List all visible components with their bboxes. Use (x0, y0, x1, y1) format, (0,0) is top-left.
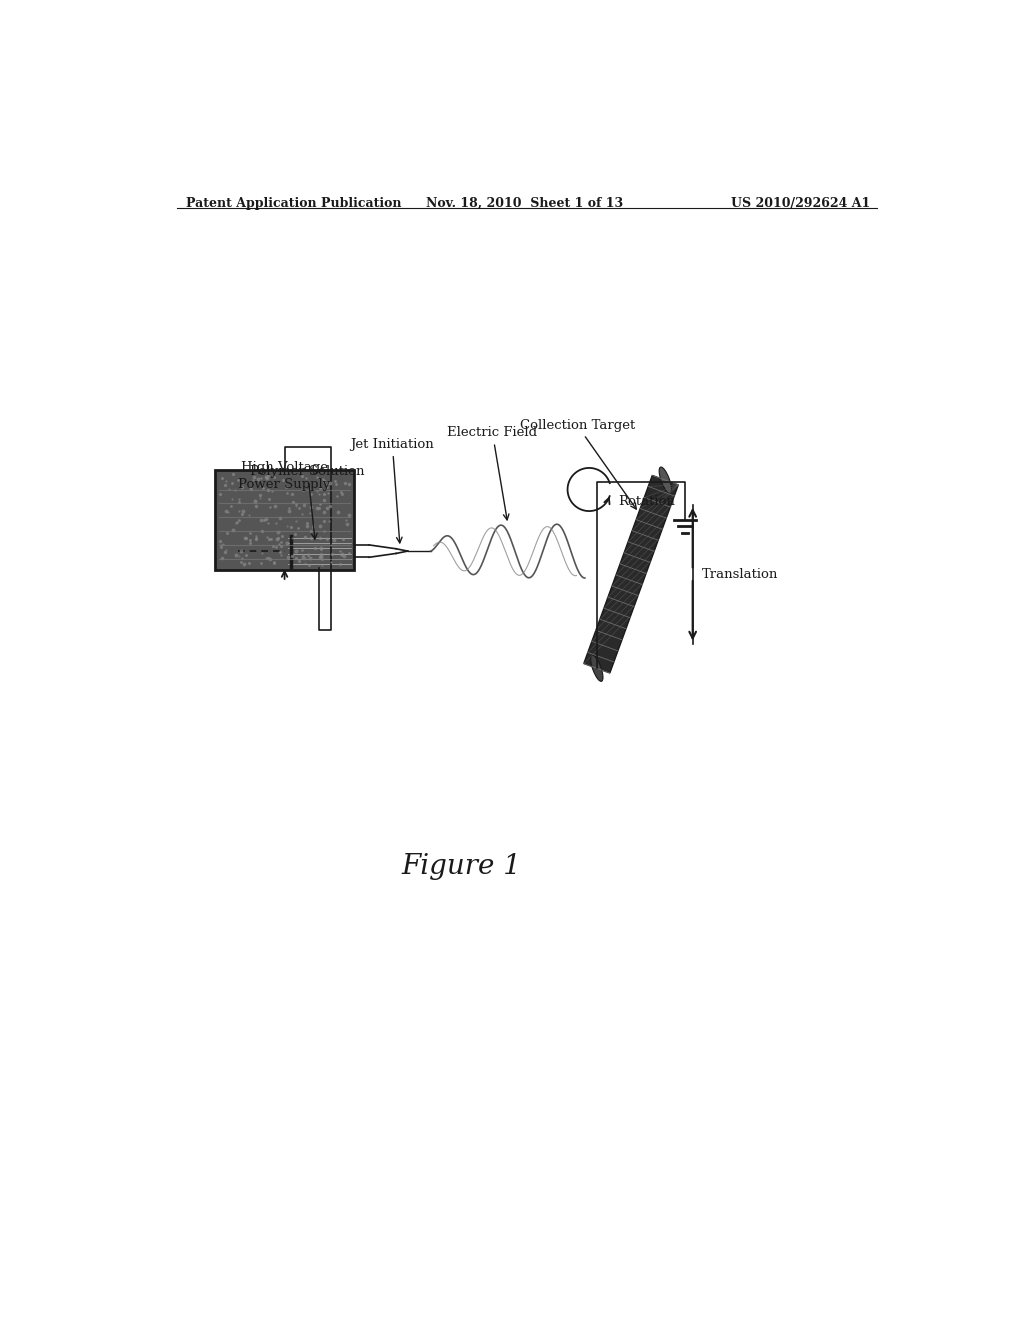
Text: US 2010/292624 A1: US 2010/292624 A1 (730, 197, 869, 210)
Polygon shape (584, 475, 678, 673)
Text: Figure 1: Figure 1 (401, 854, 521, 880)
Bar (285, 535, 354, 568)
Ellipse shape (591, 655, 603, 681)
Ellipse shape (659, 467, 672, 494)
Text: High Voltage
Power Supply: High Voltage Power Supply (239, 461, 331, 491)
Text: Collection Target: Collection Target (519, 418, 636, 510)
Text: Patent Application Publication: Patent Application Publication (186, 197, 401, 210)
Text: Rotation: Rotation (618, 495, 675, 508)
FancyBboxPatch shape (215, 470, 354, 570)
Text: Polymer Solution: Polymer Solution (251, 465, 365, 539)
Text: Jet Initiation: Jet Initiation (350, 438, 434, 543)
Text: Nov. 18, 2010  Sheet 1 of 13: Nov. 18, 2010 Sheet 1 of 13 (426, 197, 624, 210)
Text: Electric Field: Electric Field (447, 426, 538, 520)
Text: Translation: Translation (701, 568, 778, 581)
